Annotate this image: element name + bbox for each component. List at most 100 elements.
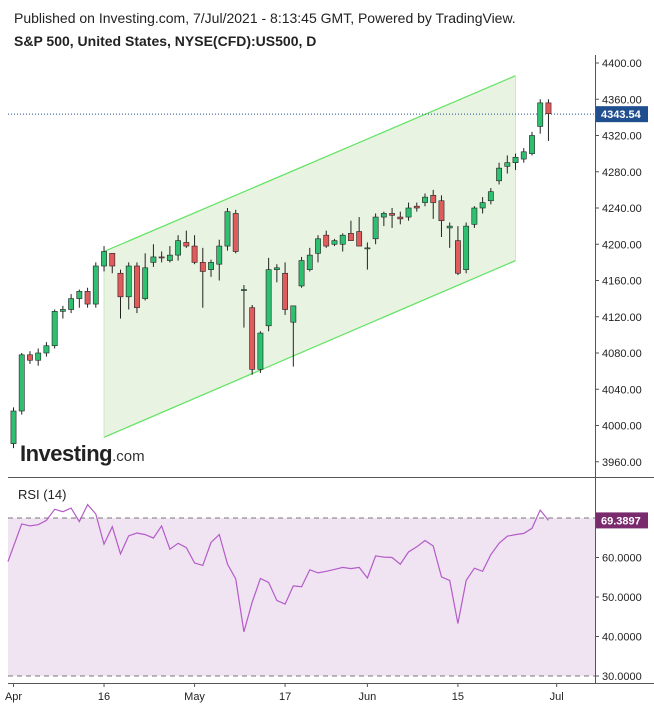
candle-body: [413, 205, 420, 209]
price-tick-label: 4160.00: [602, 276, 642, 288]
candle: [356, 217, 363, 247]
time-tick-label: Jul: [550, 691, 564, 703]
candle-body: [430, 195, 437, 203]
candle: [249, 304, 256, 375]
candle-body: [249, 307, 256, 370]
candle-body: [142, 267, 149, 299]
candle: [43, 342, 50, 357]
candle: [446, 222, 453, 248]
candle-body: [389, 213, 395, 216]
candle-body: [487, 191, 494, 202]
candle: [298, 256, 305, 288]
candle: [199, 247, 206, 308]
candle: [504, 155, 511, 174]
candle: [183, 230, 190, 248]
candle: [273, 264, 280, 283]
candle: [463, 222, 470, 274]
candle: [315, 235, 321, 263]
candle: [51, 309, 58, 349]
candle-body: [43, 345, 50, 354]
candle: [10, 407, 17, 449]
candle-body: [27, 354, 33, 361]
candle-body: [315, 238, 321, 254]
candle: [471, 206, 478, 228]
candle-body: [463, 225, 470, 270]
time-axis: Apr 16 May 17 Jun 15 Jul: [5, 683, 564, 703]
candle-body: [10, 410, 17, 444]
rsi-title: RSI (14): [18, 487, 67, 502]
candle-body: [372, 216, 379, 240]
candle-body: [134, 265, 140, 308]
candle: [438, 195, 445, 237]
candle: [430, 189, 437, 219]
candle-body: [101, 251, 107, 267]
candle: [125, 262, 132, 310]
candle-body: [298, 260, 305, 287]
symbol-title: S&P 500, United States, NYSE(CFD):US500,…: [14, 33, 317, 49]
candle: [537, 99, 544, 134]
candle-body: [208, 262, 214, 270]
candle: [68, 294, 75, 314]
price-candles: [10, 99, 552, 449]
logo-brand: Investing: [20, 441, 113, 466]
candle: [545, 99, 552, 141]
candle: [479, 197, 486, 214]
candle-body: [545, 102, 552, 115]
candle-body: [364, 247, 371, 250]
candle: [18, 353, 25, 415]
candle: [413, 202, 420, 212]
candle: [290, 305, 297, 367]
rsi-pane: [7, 503, 595, 677]
candle: [306, 247, 313, 272]
candle-body: [479, 202, 486, 209]
candle: [380, 211, 387, 227]
last-price-badge: [596, 106, 648, 123]
rsi-tick-label: 50.0000: [602, 592, 642, 604]
candle-body: [117, 272, 124, 298]
investing-logo: Investing.com: [20, 441, 145, 467]
candle-body: [257, 332, 264, 370]
logo-suffix: .com: [112, 448, 145, 465]
candle-body: [273, 267, 280, 270]
price-tick-label: 4080.00: [602, 348, 642, 360]
candle: [282, 262, 288, 315]
candle: [224, 208, 231, 251]
candle-body: [282, 272, 288, 310]
candle: [117, 269, 124, 319]
candle-body: [471, 207, 478, 225]
candle-body: [339, 234, 346, 245]
candle: [455, 226, 461, 276]
candle-body: [92, 265, 99, 305]
candle-body: [265, 269, 272, 327]
candle-body: [35, 352, 42, 361]
last-price-label: 4343.54: [601, 109, 642, 121]
candle-body: [68, 298, 75, 310]
candle-body: [224, 211, 231, 247]
rsi-last-label: 69.3897: [601, 515, 641, 527]
candle-body: [331, 240, 338, 245]
candle: [109, 253, 116, 274]
candle-body: [446, 225, 453, 229]
candle: [389, 208, 395, 228]
candle: [232, 209, 239, 254]
candle: [520, 148, 527, 163]
price-tick-label: 4040.00: [602, 384, 642, 396]
candle: [265, 257, 272, 332]
candle: [512, 153, 519, 170]
candle: [191, 235, 198, 265]
candle-body: [232, 213, 239, 252]
candle: [208, 259, 214, 277]
candle: [101, 246, 107, 272]
rsi-last-badge: [596, 512, 648, 529]
candle: [331, 238, 338, 247]
price-tick-label: 4240.00: [602, 203, 642, 215]
candle: [496, 162, 502, 185]
candle: [372, 213, 379, 245]
candle-body: [76, 291, 83, 299]
candle-body: [397, 216, 404, 220]
price-tick-label: 4000.00: [602, 421, 642, 433]
rsi-axis: 60.0000 50.0000 40.0000 30.0000 69.3897: [595, 512, 648, 683]
price-tick-label: 3960.00: [602, 457, 642, 469]
